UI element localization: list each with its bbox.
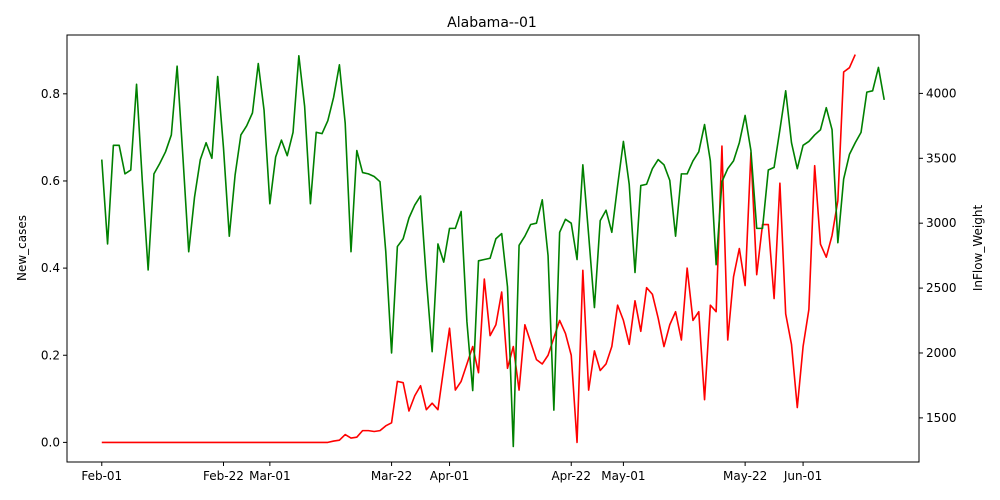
- x-tick-label: Feb-01: [81, 469, 122, 483]
- y-left-tick-label: 0.2: [41, 348, 60, 362]
- y-axis-right-label: InFlow_Weight: [971, 205, 985, 292]
- y-right-tick-label: 2500: [926, 281, 957, 295]
- x-tick-label: Apr-22: [551, 469, 591, 483]
- x-tick-label: May-22: [723, 469, 767, 483]
- x-tick-label: Apr-01: [430, 469, 470, 483]
- y-left-tick-label: 0.4: [41, 261, 60, 275]
- y-left-tick-label: 0.8: [41, 87, 60, 101]
- x-tick-label: Mar-01: [249, 469, 290, 483]
- y-left-tick-label: 0.6: [41, 174, 60, 188]
- y-right-tick-label: 3500: [926, 151, 957, 165]
- y-axis-left-label: New_cases: [15, 215, 29, 281]
- y-axis-right: 1500 2000 2500 3000 3500 4000: [919, 86, 957, 425]
- chart-title: Alabama--01: [447, 15, 537, 31]
- series-layer: [100, 54, 886, 448]
- x-tick-label: May-01: [601, 469, 645, 483]
- x-axis: Feb-01 Feb-22 Mar-01 Mar-22 Apr-01 Apr-22 May-…: [81, 462, 822, 483]
- y-right-tick-label: 3000: [926, 216, 957, 230]
- plot-frame: [66, 34, 920, 463]
- y-axis-left: 0.0 0.2 0.4 0.6 0.8: [41, 87, 67, 449]
- y-right-tick-label: 2000: [926, 346, 957, 360]
- new-cases-line: [101, 54, 856, 444]
- inflow-weight-line: [100, 54, 886, 448]
- x-tick-label: Mar-22: [371, 469, 412, 483]
- y-right-tick-label: 4000: [926, 86, 957, 100]
- y-left-tick-label: 0.0: [41, 435, 60, 449]
- x-tick-label: Jun-01: [783, 469, 822, 483]
- plot-area: [66, 34, 920, 463]
- y-right-tick-label: 1500: [926, 411, 957, 425]
- x-tick-label: Feb-22: [203, 469, 244, 483]
